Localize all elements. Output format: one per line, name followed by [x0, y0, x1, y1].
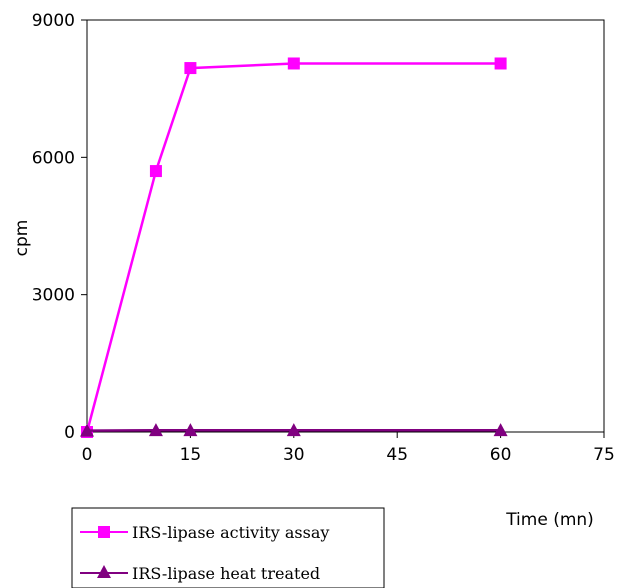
data-point-square — [494, 57, 507, 70]
x-axis-title: Time (mn) — [505, 510, 594, 530]
data-point-square — [149, 165, 162, 178]
data-point-square — [184, 62, 197, 75]
data-point-triangle — [286, 423, 301, 437]
y-tick-label: 6000 — [32, 148, 75, 168]
legend-box — [71, 507, 385, 588]
legend-marker-triangle — [97, 565, 111, 578]
data-point-triangle — [80, 423, 94, 437]
series-line-0 — [85, 62, 501, 433]
legend-label-activity: IRS-lipase activity assay — [132, 523, 329, 542]
x-tick-label: 0 — [82, 445, 93, 465]
data-point-triangle — [148, 423, 163, 437]
axes: 0 3000 6000 9000 0 15 30 45 60 75 — [32, 11, 615, 465]
y-tick-label: 0 — [64, 423, 75, 443]
series-layer — [80, 57, 508, 438]
data-point-triangle — [183, 423, 198, 437]
legend-marker-square — [98, 526, 110, 538]
x-tick-label: 45 — [386, 445, 408, 465]
x-tick-label: 30 — [283, 445, 305, 465]
y-axis-title: cpm — [12, 220, 32, 257]
y-tick-label: 9000 — [32, 11, 75, 31]
data-point-triangle — [493, 423, 508, 437]
legend: IRS-lipase activity assay IRS-lipase hea… — [71, 507, 385, 588]
y-tick-label: 3000 — [32, 286, 75, 306]
x-tick-label: 60 — [490, 445, 512, 465]
data-point-square — [287, 57, 300, 70]
plot-border — [86, 19, 605, 433]
legend-label-heat: IRS-lipase heat treated — [132, 564, 320, 583]
x-tick-label: 15 — [180, 445, 202, 465]
x-tick-label: 75 — [593, 445, 615, 465]
plot-area — [86, 19, 605, 433]
